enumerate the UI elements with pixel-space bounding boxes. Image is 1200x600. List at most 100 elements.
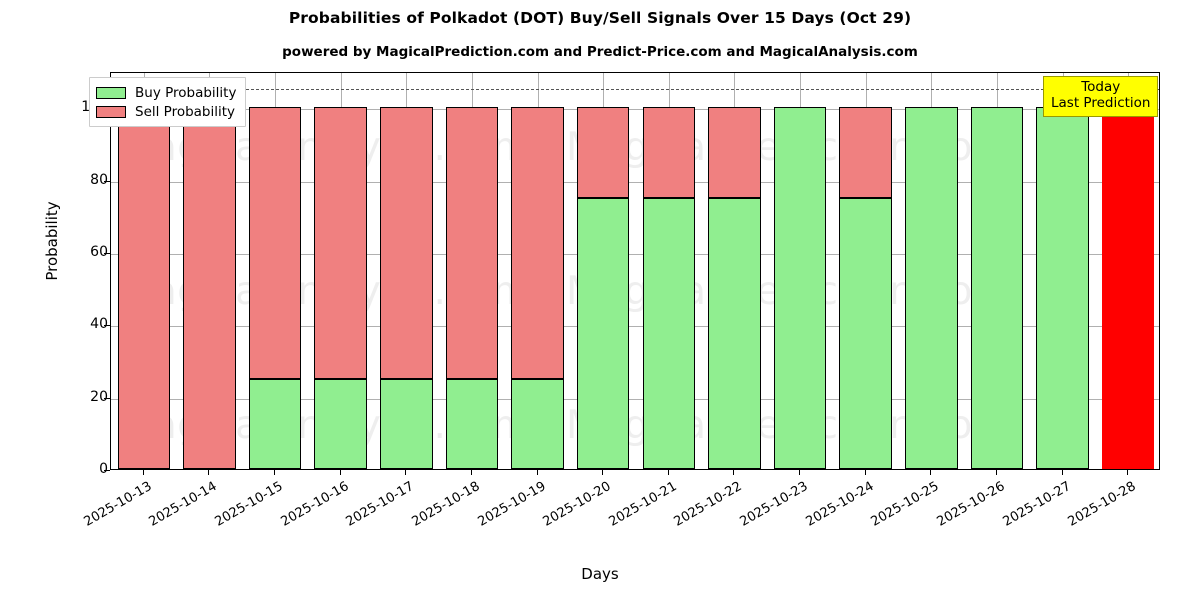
legend-swatch-icon xyxy=(96,105,126,118)
y-tick-mark xyxy=(104,180,110,182)
y-tick-mark xyxy=(104,325,110,327)
bar-segment-sell[interactable] xyxy=(248,107,302,379)
x-tick-mark xyxy=(930,470,932,475)
x-tick-mark xyxy=(470,470,472,475)
bar-segment-buy[interactable] xyxy=(839,197,892,469)
gridline-horizontal xyxy=(111,181,1159,183)
x-tick-label: 2025-10-20 xyxy=(540,479,614,530)
x-tick-label: 2025-10-21 xyxy=(606,479,680,530)
y-tick-label: 60 xyxy=(90,243,108,260)
bar-segment-sell[interactable] xyxy=(380,107,433,379)
bar-segment-sell[interactable] xyxy=(576,107,630,198)
y-tick-label: 40 xyxy=(90,316,108,333)
bar-segment-sell[interactable] xyxy=(839,107,892,198)
bar-group[interactable] xyxy=(248,73,302,469)
bar-group[interactable] xyxy=(1036,73,1089,469)
bar-segment-sell[interactable] xyxy=(642,107,696,198)
bar-segment-sell[interactable] xyxy=(117,107,171,469)
bar-segment-buy[interactable] xyxy=(1036,107,1089,469)
bar-group[interactable] xyxy=(511,73,564,469)
bar-segment-buy[interactable] xyxy=(576,197,630,469)
bar-group[interactable] xyxy=(773,73,827,469)
bar-segment-buy[interactable] xyxy=(511,378,564,469)
x-tick-label: 2025-10-15 xyxy=(212,479,286,530)
x-tick-label: 2025-10-19 xyxy=(475,479,549,530)
bar-group[interactable] xyxy=(839,73,892,469)
x-tick-label: 2025-10-13 xyxy=(81,479,155,530)
bar-segment-buy[interactable] xyxy=(970,107,1024,469)
today-annotation-line2: Last Prediction xyxy=(1051,94,1151,111)
x-tick-label: 2025-10-16 xyxy=(278,479,352,530)
bar-segment-buy[interactable] xyxy=(773,107,827,469)
bar-segment-sell[interactable] xyxy=(445,107,499,379)
bar-group[interactable] xyxy=(380,73,433,469)
y-tick-mark xyxy=(104,252,110,254)
bar-group[interactable] xyxy=(708,73,761,469)
bar-group[interactable] xyxy=(1101,73,1155,469)
x-tick-label: 2025-10-22 xyxy=(671,479,745,530)
bar-segment-sell[interactable] xyxy=(183,107,236,469)
gridline-horizontal xyxy=(111,398,1159,400)
x-tick-mark xyxy=(536,470,538,475)
x-tick-mark xyxy=(274,470,276,475)
x-tick-mark xyxy=(142,470,144,475)
y-tick-label: 80 xyxy=(90,171,108,188)
chart-subtitle: powered by MagicalPrediction.com and Pre… xyxy=(282,44,918,60)
bar-group[interactable] xyxy=(576,73,630,469)
bar-group[interactable] xyxy=(905,73,958,469)
x-tick-mark xyxy=(733,470,735,475)
bar-segment-buy[interactable] xyxy=(380,378,433,469)
x-tick-label: 2025-10-14 xyxy=(146,479,220,530)
x-axis-label: Days xyxy=(581,565,619,583)
bar-group[interactable] xyxy=(970,73,1024,469)
legend-item[interactable]: Sell Probability xyxy=(96,102,236,121)
bar-segment-sell[interactable] xyxy=(314,107,367,379)
x-tick-label: 2025-10-23 xyxy=(737,479,811,530)
bar-group[interactable] xyxy=(642,73,696,469)
x-tick-mark xyxy=(667,470,669,475)
x-tick-mark xyxy=(208,470,210,475)
reference-line xyxy=(111,89,1159,90)
x-tick-label: 2025-10-24 xyxy=(803,479,877,530)
page-title: Probabilities of Polkadot (DOT) Buy/Sell… xyxy=(288,9,912,27)
x-tick-mark xyxy=(1127,470,1129,475)
gridline-horizontal xyxy=(111,109,1159,111)
x-tick-label: 2025-10-17 xyxy=(343,479,417,530)
legend-label: Sell Probability xyxy=(135,103,236,120)
y-tick-label: 20 xyxy=(90,388,108,405)
legend-item[interactable]: Buy Probability xyxy=(96,83,236,102)
x-tick-mark xyxy=(339,470,341,475)
chart-legend[interactable]: Buy Probability Sell Probability xyxy=(89,77,247,127)
x-tick-label: 2025-10-25 xyxy=(868,479,942,530)
plot-area: MagicalAnalysis.comMagicalPrediction.com… xyxy=(110,72,1160,470)
bar-group[interactable] xyxy=(445,73,499,469)
x-tick-mark xyxy=(799,470,801,475)
bar-segment-buy[interactable] xyxy=(642,197,696,469)
y-tick-mark xyxy=(104,397,110,399)
x-tick-mark xyxy=(405,470,407,475)
x-tick-label: 2025-10-27 xyxy=(1000,479,1074,530)
bar-group[interactable] xyxy=(183,73,236,469)
bar-group[interactable] xyxy=(117,73,171,469)
x-tick-mark xyxy=(864,470,866,475)
y-tick-label: 0 xyxy=(99,461,108,477)
x-tick-mark xyxy=(995,470,997,475)
bar-segment-sell[interactable] xyxy=(708,107,761,198)
x-tick-mark xyxy=(1061,470,1063,475)
x-tick-label: 2025-10-18 xyxy=(409,479,483,530)
bar-segment-sell[interactable] xyxy=(511,107,564,379)
bar-segment-buy[interactable] xyxy=(248,378,302,469)
x-tick-label: 2025-10-28 xyxy=(1065,479,1139,530)
bar-segment-buy[interactable] xyxy=(905,107,958,469)
gridline-horizontal xyxy=(111,253,1159,255)
bar-group[interactable] xyxy=(314,73,367,469)
bar-segment-today[interactable] xyxy=(1101,107,1155,469)
bar-segment-buy[interactable] xyxy=(445,378,499,469)
legend-swatch-icon xyxy=(96,86,126,99)
today-annotation: Today Last Prediction xyxy=(1043,76,1159,117)
today-annotation-line1: Today xyxy=(1081,79,1121,95)
y-axis-label: Probability xyxy=(43,201,61,281)
bar-segment-buy[interactable] xyxy=(314,378,367,469)
bar-segment-buy[interactable] xyxy=(708,197,761,469)
x-tick-mark xyxy=(602,470,604,475)
